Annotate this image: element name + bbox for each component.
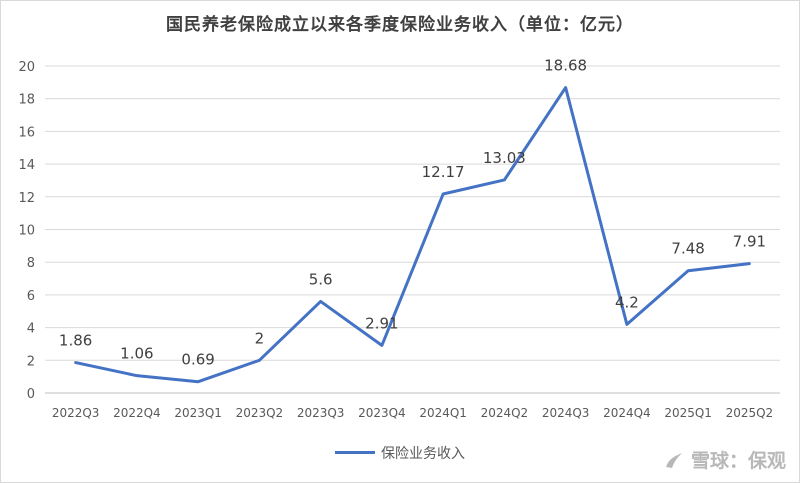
y-tick-label: 8 bbox=[27, 256, 35, 271]
x-tick-label: 2023Q2 bbox=[236, 406, 284, 420]
y-tick-label: 16 bbox=[18, 125, 35, 140]
legend: 保险业务收入 bbox=[0, 442, 800, 463]
y-tick-label: 12 bbox=[18, 191, 35, 206]
data-label: 0.69 bbox=[181, 351, 214, 369]
snowball-logo-icon bbox=[665, 452, 682, 468]
data-label: 1.86 bbox=[59, 332, 92, 350]
series-line bbox=[74, 86, 751, 384]
y-tick-label: 14 bbox=[18, 158, 35, 173]
x-tick-label: 2024Q2 bbox=[481, 406, 529, 420]
series bbox=[74, 86, 751, 384]
data-labels: 1.86 1.06 0.69 2 5.6 2.91 12.17 13.03 18.68 4.2 7.… bbox=[59, 57, 766, 369]
y-tick-label: 2 bbox=[27, 354, 35, 369]
x-tick-label: 2023Q4 bbox=[358, 406, 406, 420]
x-tick-label: 2024Q1 bbox=[419, 406, 467, 420]
y-tick-label: 4 bbox=[27, 322, 35, 337]
x-tick-label: 2023Q3 bbox=[297, 406, 345, 420]
data-label: 12.17 bbox=[422, 163, 465, 181]
data-label: 1.06 bbox=[120, 345, 153, 363]
data-label: 7.91 bbox=[733, 233, 766, 251]
y-axis: 0 2 4 6 8 10 12 14 16 18 20 bbox=[18, 60, 35, 402]
y-tick-label: 18 bbox=[18, 93, 35, 108]
data-label: 2 bbox=[255, 329, 265, 347]
data-label: 7.48 bbox=[671, 240, 704, 258]
x-tick-label: 2024Q3 bbox=[542, 406, 590, 420]
y-tick-label: 20 bbox=[18, 60, 35, 75]
watermark: 雪球：保观 bbox=[663, 446, 786, 473]
x-tick-label: 2024Q4 bbox=[603, 406, 651, 420]
x-tick-label: 2022Q4 bbox=[113, 406, 161, 420]
y-tick-label: 10 bbox=[18, 224, 35, 239]
x-tick-label: 2025Q2 bbox=[726, 406, 774, 420]
data-label: 18.68 bbox=[544, 57, 587, 75]
x-tick-label: 2023Q1 bbox=[174, 406, 222, 420]
data-label: 13.03 bbox=[483, 149, 526, 167]
legend-item: 保险业务收入 bbox=[335, 443, 465, 463]
legend-label: 保险业务收入 bbox=[381, 445, 465, 462]
data-label: 4.2 bbox=[615, 293, 639, 311]
y-tick-label: 6 bbox=[27, 289, 35, 304]
data-label: 5.6 bbox=[309, 270, 333, 288]
grid-lines bbox=[45, 65, 780, 394]
watermark-text: 雪球：保观 bbox=[690, 450, 786, 472]
data-label: 2.91 bbox=[365, 314, 398, 332]
y-tick-label: 0 bbox=[27, 387, 35, 402]
x-tick-label: 2022Q3 bbox=[52, 406, 100, 420]
x-axis: 2022Q3 2022Q4 2023Q1 2023Q2 2023Q3 2023Q4 2024… bbox=[52, 406, 773, 420]
legend-line-swatch bbox=[335, 451, 375, 454]
x-tick-label: 2025Q1 bbox=[664, 406, 712, 420]
chart-title: 国民养老保险成立以来各季度保险业务收入（单位：亿元） bbox=[166, 15, 634, 35]
